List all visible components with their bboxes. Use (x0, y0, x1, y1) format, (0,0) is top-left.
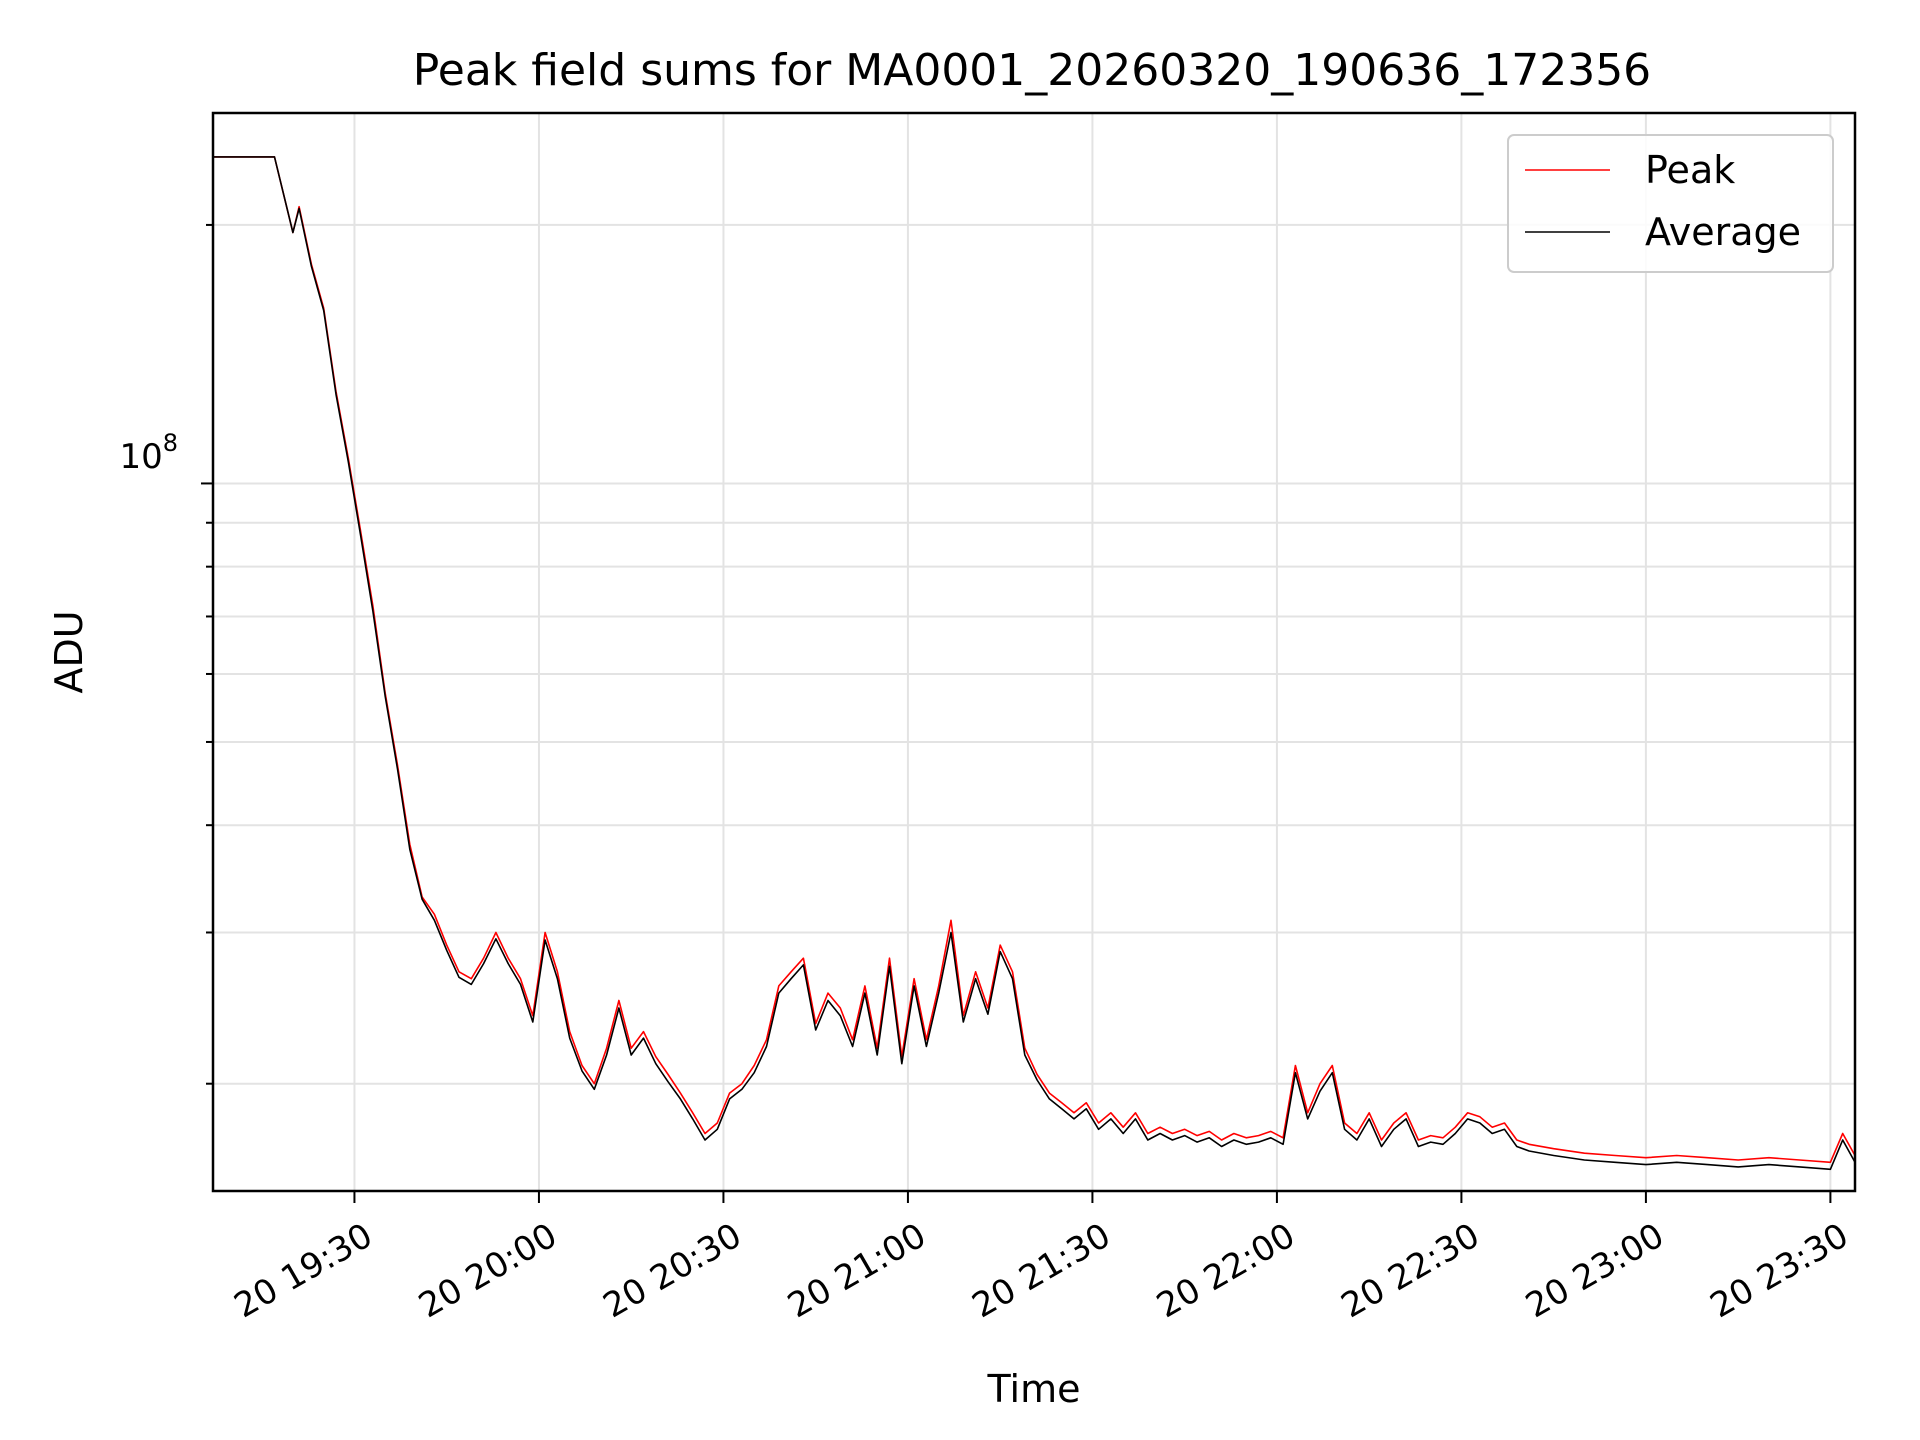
grid (213, 113, 1855, 1191)
plot-frame (211, 111, 1857, 1193)
y-axis-label: ADU (47, 610, 91, 693)
y-tick-label-1e8: 108 (119, 429, 178, 477)
y-tick-exponent: 8 (163, 429, 178, 457)
series-line-peak (213, 156, 1855, 1164)
series-line-average (213, 156, 1855, 1171)
legend-label-peak: Peak (1645, 148, 1735, 192)
legend-label-average: Average (1645, 210, 1801, 254)
legend: Peak Average (1507, 134, 1834, 273)
x-axis-label: Time (987, 1367, 1081, 1411)
y-tick-base: 10 (119, 437, 162, 477)
chart-title: Peak field sums for MA0001_20260320_1906… (413, 45, 1651, 96)
series-lines (213, 156, 1855, 1171)
